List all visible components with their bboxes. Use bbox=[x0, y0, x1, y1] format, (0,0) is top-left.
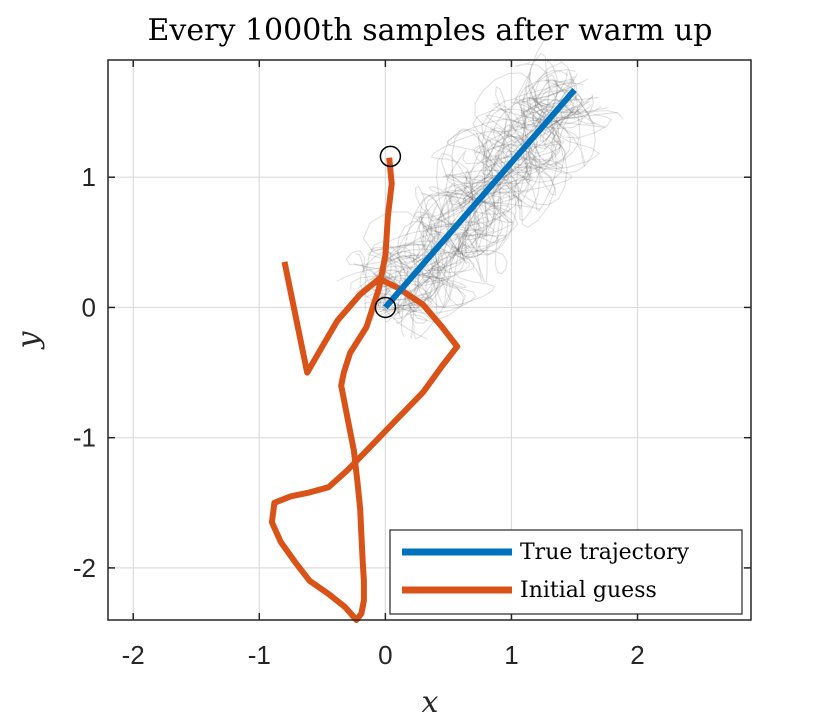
legend-box bbox=[389, 529, 743, 615]
legend-true-trajectory-label: True trajectory bbox=[520, 540, 690, 565]
sample-trajectory-4 bbox=[370, 95, 594, 313]
sample-trajectory-24 bbox=[372, 40, 568, 315]
sample-trajectory-0 bbox=[391, 98, 577, 310]
sample-trajectory-8 bbox=[364, 60, 565, 304]
sample-trajectory-5 bbox=[377, 96, 599, 296]
sample-trajectory-40 bbox=[405, 79, 569, 324]
initial-guess-line bbox=[268, 157, 461, 623]
sample-trajectory-10 bbox=[362, 52, 601, 320]
chart-title: Every 1000th samples after warm up bbox=[148, 13, 713, 48]
x-tick-label-3: 1 bbox=[504, 640, 518, 670]
y-tick-label-0: -2 bbox=[73, 553, 96, 583]
x-axis-label: x bbox=[422, 685, 439, 720]
start-point-marker bbox=[374, 296, 397, 319]
sample-trajectory-38 bbox=[357, 82, 584, 307]
sample-trajectory-6 bbox=[352, 102, 606, 294]
y-tick-label-1: -1 bbox=[73, 423, 96, 453]
sample-trajectory-15 bbox=[364, 61, 562, 312]
series-lines bbox=[268, 88, 577, 623]
true-trajectory-line bbox=[383, 88, 577, 310]
sample-trajectory-32 bbox=[379, 93, 580, 307]
sample-trajectory-31 bbox=[368, 94, 594, 296]
sample-trajectory-16 bbox=[345, 61, 556, 276]
sample-trajectory-43 bbox=[355, 72, 578, 301]
point-markers bbox=[374, 145, 402, 319]
end-point-marker bbox=[379, 145, 402, 168]
sample-trajectory-44 bbox=[409, 109, 591, 340]
x-tick-label-2: 0 bbox=[378, 640, 392, 670]
sample-trajectory-22 bbox=[368, 103, 612, 312]
sample-trajectory-30 bbox=[365, 60, 586, 307]
y-axis-label: y bbox=[11, 330, 46, 350]
axis-ticks: -2 -1 0 1 2 -2 -1 0 1 bbox=[73, 60, 751, 670]
sample-trajectory-28 bbox=[383, 75, 580, 320]
sample-trajectory-41 bbox=[410, 108, 624, 340]
legend-initial-guess-label: Initial guess bbox=[520, 578, 657, 603]
sample-trajectory-25 bbox=[382, 76, 573, 317]
y-tick-label-2: 0 bbox=[82, 292, 96, 322]
plot-frame bbox=[107, 59, 752, 621]
sample-trajectory-18 bbox=[336, 69, 576, 282]
y-tick-label-3: 1 bbox=[82, 162, 96, 192]
sample-trajectory-21 bbox=[360, 96, 593, 296]
sample-trajectory-42 bbox=[375, 78, 589, 340]
sample-trajectory-2 bbox=[370, 106, 602, 305]
x-tick-label-4: 2 bbox=[630, 640, 644, 670]
legend: True trajectory Initial guess bbox=[389, 529, 743, 615]
sample-trajectory-12 bbox=[364, 102, 592, 298]
sample-trajectory-13 bbox=[376, 73, 574, 310]
x-tick-label-0: -2 bbox=[122, 640, 145, 670]
sample-trajectory-35 bbox=[360, 90, 596, 313]
sample-trajectory-3 bbox=[372, 70, 568, 308]
sample-trajectory-1 bbox=[397, 89, 577, 320]
sample-trajectory-17 bbox=[372, 99, 595, 292]
sample-trajectory-23 bbox=[355, 98, 590, 322]
sample-trajectory-36 bbox=[377, 95, 583, 315]
x-tick-label-1: -1 bbox=[248, 640, 271, 670]
